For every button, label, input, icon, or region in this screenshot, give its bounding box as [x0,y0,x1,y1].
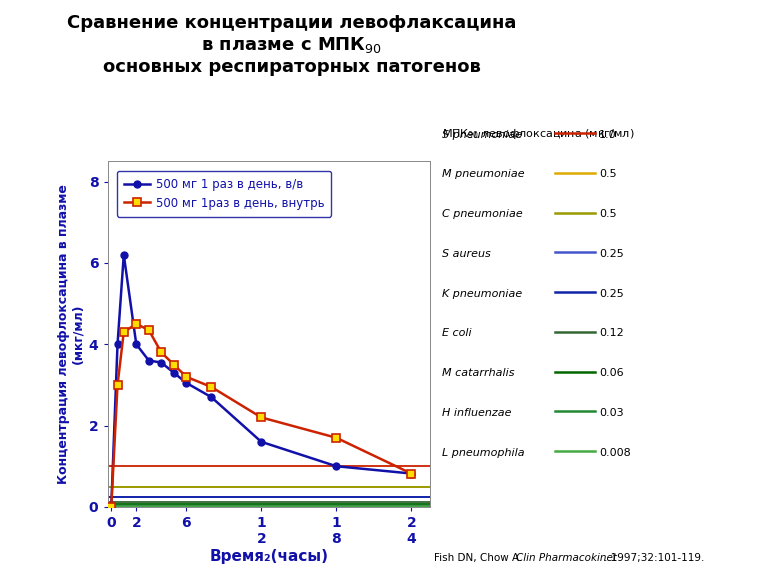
Text: S aureus: S aureus [442,249,490,259]
Text: 0.5: 0.5 [599,169,617,179]
Legend: 500 мг 1 раз в день, в/в, 500 мг 1раз в день, внутрь: 500 мг 1 раз в день, в/в, 500 мг 1раз в … [117,170,331,217]
Text: E coli: E coli [442,328,472,338]
Text: S pneumoniae: S pneumoniae [442,130,521,139]
Text: 0.03: 0.03 [599,408,624,418]
Text: C pneumoniae: C pneumoniae [442,209,522,219]
Text: МПК$_{90}$ левофлоксацина (мкг/мл): МПК$_{90}$ левофлоксацина (мкг/мл) [442,127,634,141]
Y-axis label: Концентрация левофлоксацина в плазме
(мкг/мл): Концентрация левофлоксацина в плазме (мк… [57,184,84,484]
Text: 0.25: 0.25 [599,249,624,259]
Text: 1.0: 1.0 [599,130,617,139]
Text: 0.06: 0.06 [599,368,624,378]
Text: 0.5: 0.5 [599,209,617,219]
Text: K pneumoniae: K pneumoniae [442,289,521,298]
Text: M catarrhalis: M catarrhalis [442,368,514,378]
Text: 0.25: 0.25 [599,289,624,298]
Text: Сравнение концентрации левофлаксацина
в плазме с МПК$_{90}$
основных респираторн: Сравнение концентрации левофлаксацина в … [67,14,517,76]
X-axis label: Время₂(часы): Время₂(часы) [210,549,328,564]
Text: M pneumoniae: M pneumoniae [442,169,525,179]
Text: Fish DN, Chow A.: Fish DN, Chow A. [434,554,525,563]
Text: 0.008: 0.008 [599,448,631,457]
Text: Clin Pharmacokinet: Clin Pharmacokinet [516,554,617,563]
Text: 0.12: 0.12 [599,328,624,338]
Text: . 1997;32:101-119.: . 1997;32:101-119. [604,554,705,563]
Text: L pneumophila: L pneumophila [442,448,525,457]
Text: H influenzae: H influenzae [442,408,511,418]
